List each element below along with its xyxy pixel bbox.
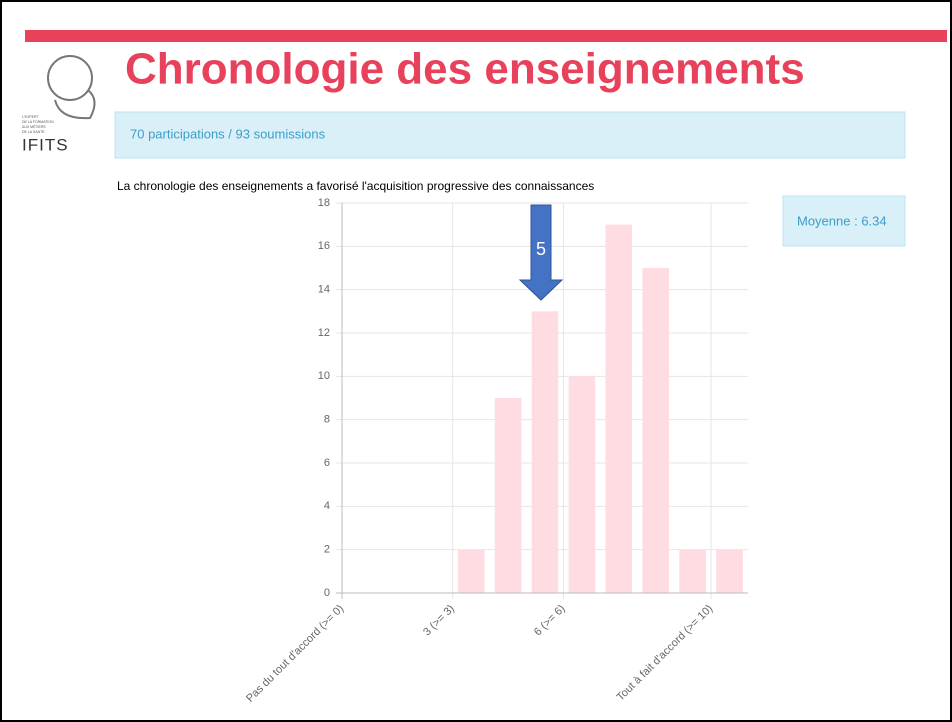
y-tick-label: 12 bbox=[318, 327, 330, 339]
bar bbox=[569, 376, 596, 593]
y-tick-label: 6 bbox=[324, 457, 330, 469]
bar bbox=[532, 311, 559, 593]
bar bbox=[495, 398, 522, 593]
y-tick-label: 0 bbox=[324, 587, 330, 599]
logo-tagline: DE LA SANTÉ bbox=[22, 129, 45, 134]
participation: 70 participations / 93 soumissions bbox=[130, 126, 326, 141]
y-tick-label: 4 bbox=[324, 500, 330, 512]
slide: L'EXPERT DE LA FORMATION AUX MÉTIERS DE … bbox=[0, 0, 952, 722]
y-tick-label: 8 bbox=[324, 414, 330, 426]
y-tick-label: 16 bbox=[318, 240, 330, 252]
y-tick-label: 10 bbox=[318, 370, 330, 382]
bar bbox=[458, 550, 485, 593]
header-bar bbox=[25, 30, 947, 42]
slide-title: Chronologie des enseignements bbox=[125, 45, 805, 94]
bar bbox=[679, 550, 706, 593]
bar bbox=[606, 225, 633, 593]
average: Moyenne : 6.34 bbox=[797, 213, 887, 228]
slide-frame bbox=[1, 1, 951, 721]
y-tick-label: 2 bbox=[324, 544, 330, 556]
bar bbox=[716, 550, 743, 593]
logo-tagline: DE LA FORMATION bbox=[22, 120, 54, 124]
y-tick-label: 18 bbox=[318, 197, 330, 209]
logo-tagline: L'EXPERT bbox=[22, 115, 39, 119]
logo-name: IFITS bbox=[22, 135, 69, 154]
y-tick-label: 14 bbox=[318, 284, 330, 296]
chart-title: La chronologie des enseignements a favor… bbox=[117, 179, 594, 193]
annotation-text: 5 bbox=[536, 239, 546, 259]
bar bbox=[642, 268, 669, 593]
logo-tagline: AUX MÉTIERS bbox=[22, 124, 46, 129]
page: {"slide": {"title": "Chronologie des ens… bbox=[0, 0, 952, 722]
